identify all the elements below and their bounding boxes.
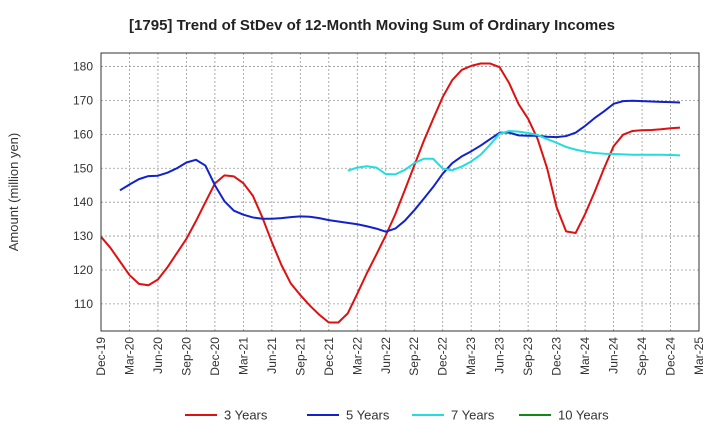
y-axis-ticks: 110 120 130 140 150 160 170 180	[73, 60, 93, 311]
y-tick-label: 110	[74, 297, 93, 311]
x-tick-label: Mar-22	[350, 337, 364, 375]
x-tick-label: Dec-22	[436, 337, 450, 376]
y-tick-label: 130	[73, 229, 93, 243]
x-tick-label: Sep-22	[407, 337, 421, 376]
x-tick-label: Dec-23	[550, 337, 564, 376]
legend-item: 5 Years	[307, 408, 390, 423]
y-tick-label: 120	[73, 263, 93, 277]
x-tick-label: Dec-24	[664, 337, 678, 376]
legend-label: 5 Years	[346, 408, 390, 423]
x-tick-label: Jun-24	[607, 337, 621, 374]
x-tick-label: Sep-20	[179, 337, 193, 376]
x-tick-label: Jun-22	[379, 337, 393, 374]
y-tick-label: 170	[73, 93, 93, 107]
y-tick-label: 160	[73, 127, 93, 141]
x-tick-label: Dec-19	[94, 337, 108, 376]
x-tick-label: Jun-20	[151, 337, 165, 374]
series-line-3-years	[100, 62, 681, 324]
series-line-7-years	[347, 129, 681, 176]
grid	[101, 53, 699, 331]
legend: 3 Years 5 Years 7 Years 10 Years	[185, 408, 609, 423]
legend-label: 7 Years	[451, 408, 495, 423]
x-tick-label: Dec-20	[208, 337, 222, 376]
x-tick-label: Mar-23	[464, 337, 478, 375]
x-tick-label: Mar-25	[692, 337, 706, 375]
legend-label: 10 Years	[558, 408, 609, 423]
x-tick-label: Dec-21	[322, 337, 336, 376]
x-tick-label: Sep-23	[521, 337, 535, 376]
y-tick-label: 180	[73, 60, 93, 74]
x-tick-label: Mar-24	[578, 337, 592, 375]
y-axis-label: Amount (million yen)	[6, 133, 21, 252]
x-tick-label: Jun-23	[493, 337, 507, 374]
chart-title: [1795] Trend of StDev of 12-Month Moving…	[129, 17, 615, 34]
x-tick-label: Mar-20	[122, 337, 136, 375]
x-tick-label: Mar-21	[236, 337, 250, 375]
x-tick-label: Sep-24	[635, 337, 649, 376]
y-tick-label: 150	[73, 161, 93, 175]
x-axis-ticks: Dec-19 Mar-20 Jun-20 Sep-20 Dec-20 Mar-21 Jun-…	[94, 337, 706, 376]
plot-frame	[100, 52, 700, 332]
legend-item: 7 Years	[412, 408, 495, 423]
series-line-5-years	[119, 99, 681, 233]
legend-label: 3 Years	[224, 408, 268, 423]
legend-item: 3 Years	[185, 408, 268, 423]
x-tick-label: Jun-21	[265, 337, 279, 374]
y-tick-label: 140	[73, 195, 93, 209]
x-tick-label: Sep-21	[293, 337, 307, 376]
series-lines	[100, 62, 681, 324]
legend-item: 10 Years	[519, 408, 609, 423]
